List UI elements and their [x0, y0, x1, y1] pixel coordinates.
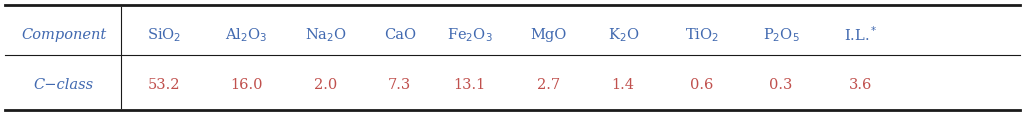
Text: SiO$_2$: SiO$_2$ — [147, 26, 181, 43]
Text: CaO: CaO — [383, 28, 416, 41]
Text: 7.3: 7.3 — [388, 77, 411, 91]
Text: Component: Component — [20, 28, 107, 41]
Text: 16.0: 16.0 — [230, 77, 262, 91]
Text: 1.4: 1.4 — [612, 77, 634, 91]
Text: Fe$_2$O$_3$: Fe$_2$O$_3$ — [447, 26, 492, 43]
Text: Al$_2$O$_3$: Al$_2$O$_3$ — [224, 26, 268, 43]
Text: Na$_2$O: Na$_2$O — [305, 26, 346, 43]
Text: 53.2: 53.2 — [148, 77, 180, 91]
Text: 0.6: 0.6 — [691, 77, 713, 91]
Text: K$_2$O: K$_2$O — [608, 26, 639, 43]
Text: P$_2$O$_5$: P$_2$O$_5$ — [763, 26, 800, 43]
Text: C−class: C−class — [34, 77, 93, 91]
Text: MgO: MgO — [530, 28, 567, 41]
Text: 2.7: 2.7 — [537, 77, 560, 91]
Text: TiO$_2$: TiO$_2$ — [685, 26, 720, 43]
Text: 2.0: 2.0 — [315, 77, 337, 91]
Text: 3.6: 3.6 — [850, 77, 872, 91]
Text: I.L.$^*$: I.L.$^*$ — [845, 25, 877, 44]
Text: 13.1: 13.1 — [453, 77, 486, 91]
Text: 0.3: 0.3 — [770, 77, 792, 91]
